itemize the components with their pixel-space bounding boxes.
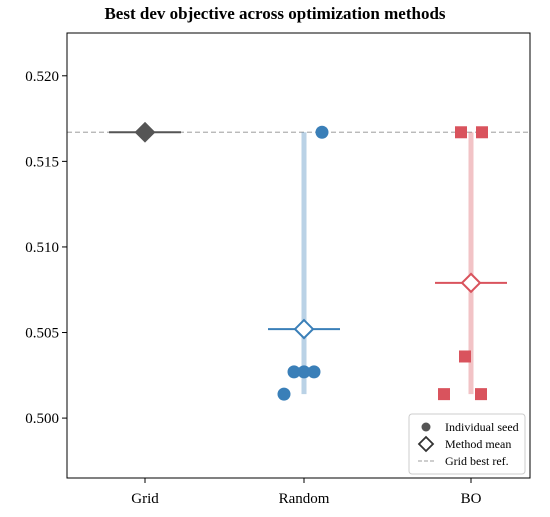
y-tick-label: 0.515 xyxy=(25,154,59,170)
bo-seed-point xyxy=(475,388,487,401)
bo-mean-marker xyxy=(460,272,482,294)
legend-box xyxy=(408,413,526,475)
random-seed-point xyxy=(307,365,321,379)
bo-seed-point xyxy=(455,126,467,139)
bo-seed-point xyxy=(459,350,471,363)
random-seed-point xyxy=(315,125,329,139)
legend-diamond-icon xyxy=(417,435,435,453)
grid-mean-marker xyxy=(134,121,156,143)
legend-label: Grid best ref. xyxy=(445,454,509,468)
x-tick-label: Random xyxy=(279,491,330,507)
random-seed-point xyxy=(287,365,301,379)
random-seed-point xyxy=(277,387,291,401)
legend: Individual seed Method mean Grid best ref. xyxy=(408,413,526,475)
chart-title: Best dev objective across optimization m… xyxy=(104,4,446,23)
random-mean-marker xyxy=(293,318,315,340)
y-tick-label: 0.500 xyxy=(25,411,59,427)
legend-label: Method mean xyxy=(445,437,511,451)
y-tick-label: 0.510 xyxy=(25,240,59,256)
random-seed-point xyxy=(297,365,311,379)
bo-seed-point xyxy=(438,388,450,401)
legend-dot-icon xyxy=(421,422,431,432)
bo-seed-point xyxy=(476,126,488,139)
legend-label: Individual seed xyxy=(445,420,519,434)
plot-area-frame xyxy=(66,32,531,479)
y-tick-label: 0.520 xyxy=(25,69,59,85)
x-tick-label: BO xyxy=(461,491,482,507)
y-tick-label: 0.505 xyxy=(25,326,59,342)
x-tick-label: Grid xyxy=(131,491,159,507)
